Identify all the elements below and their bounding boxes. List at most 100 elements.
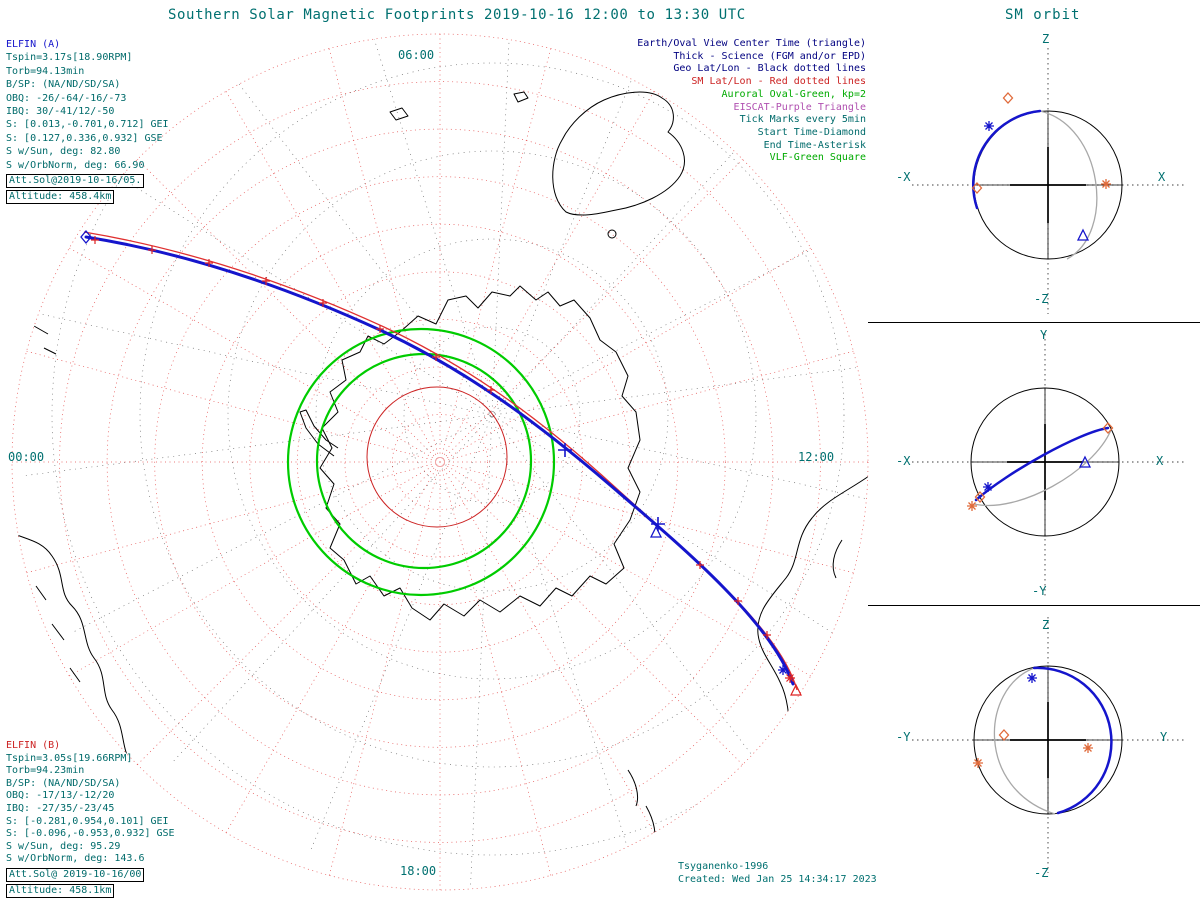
- end-time-asterisk-blue: [778, 665, 788, 675]
- legend-line: Auroral Oval-Green, kp=2: [721, 88, 867, 100]
- sm-orbit-panel-yz: [912, 617, 1184, 873]
- orbit-markers: [80, 229, 802, 696]
- panel-separator: [868, 322, 1200, 323]
- elfin-a-info: ELFIN (A) Tspin=3.17s[18.90RPM] Torb=94.…: [6, 38, 169, 205]
- asterisk-marker: [1083, 743, 1093, 753]
- mlt-label-top: 06:00: [398, 48, 435, 62]
- tick-mark: [432, 353, 440, 361]
- mlt-label-bottom: 18:00: [400, 864, 437, 878]
- legend-line: EISCAT-Purple Triangle: [733, 101, 866, 113]
- elfin-a-line: S: [0.013,-0.701,0.712] GEI: [6, 119, 169, 131]
- elfin-b-line: Tspin=3.05s[19.66RPM]: [6, 752, 133, 764]
- panel3-axis-bottom: -Z: [1034, 866, 1049, 880]
- antarctic-peninsula-coast: [299, 409, 339, 457]
- panel1-axis-top: Z: [1042, 32, 1050, 46]
- end-time-asterisk-red: [785, 673, 795, 683]
- legend-line: Thick - Science (FGM and/or EPD): [673, 50, 866, 62]
- legend-line: SM Lat/Lon - Red dotted lines: [691, 76, 866, 88]
- panel1-axis-left: -X: [896, 170, 911, 184]
- elfin-a-line: IBQ: 30/-41/12/-50: [6, 106, 115, 118]
- tick-mark: [376, 325, 384, 333]
- mlt-label-right: 12:00: [798, 450, 835, 464]
- elfin-b-line: S: [-0.096,-0.953,0.932] GSE: [6, 828, 175, 840]
- tick-mark: [91, 236, 99, 244]
- panel1-axis-right: X: [1158, 170, 1166, 184]
- elfin-b-attsol: Att.Sol@ 2019-10-16/00: [6, 867, 145, 882]
- asterisk-marker: [983, 482, 993, 492]
- diamond-marker: [1002, 92, 1014, 104]
- field-model-label: Tsyganenko-1996: [678, 861, 769, 872]
- island-arc-coast: [832, 539, 855, 635]
- asterisk-marker: [967, 501, 977, 511]
- orbit-arc-far: [993, 667, 1056, 815]
- panel2-axis-right: X: [1156, 454, 1164, 468]
- orbit-arc-near: [974, 426, 1110, 502]
- tick-mark: [696, 561, 704, 569]
- tick-mark: [487, 386, 495, 394]
- legend-line: Tick Marks every 5min: [739, 114, 866, 126]
- elfin-b-info: ELFIN (B) Tspin=3.05s[19.66RPM] Torb=94.…: [6, 740, 175, 898]
- asterisk-marker: [984, 121, 994, 131]
- orbit-arc-near: [1032, 666, 1113, 815]
- mlt-label-left: 00:00: [8, 450, 45, 464]
- elfin-b-line: OBQ: -17/13/-12/20: [6, 790, 115, 802]
- small-islands: [389, 91, 656, 849]
- legend-line: End Time-Asterisk: [763, 139, 866, 151]
- elfin-a-line: S: [0.127,0.336,0.932] GSE: [6, 132, 163, 144]
- triangle-marker: [1078, 455, 1092, 468]
- elfin-a-line: S w/OrbNorm, deg: 66.90: [6, 159, 145, 171]
- elfin-a-attsol: Att.Sol@2019-10-16/05.: [6, 174, 145, 189]
- earth-circle: [970, 387, 1120, 537]
- south-america-coast: [757, 475, 868, 890]
- triangle-marker: [1076, 228, 1090, 241]
- geo-graticule: [25, 34, 868, 885]
- sm-orbit-panel-xy: [912, 334, 1184, 596]
- elfin-a-line: OBQ: -26/-64/-16/-73: [6, 92, 127, 104]
- elfin-a-line: Torb=94.13min: [6, 65, 85, 77]
- elfin-b-line: B/SP: (NA/ND/SD/SA): [6, 777, 121, 789]
- elfin-b-line: S w/Sun, deg: 95.29: [6, 840, 121, 852]
- tasmania-coast: [607, 229, 617, 239]
- elfin-b-title: ELFIN (B): [6, 740, 61, 751]
- orbit-track-red: [83, 231, 798, 691]
- orbit-arc-far: [973, 429, 1112, 507]
- tick-mark: [734, 597, 742, 605]
- panel3-axis-right: Y: [1160, 730, 1168, 744]
- sm-polar-circle: [366, 386, 508, 528]
- diamond-marker: [974, 491, 986, 503]
- elfin-a-line: S w/Sun, deg: 82.80: [6, 146, 121, 158]
- elfin-a-line: Tspin=3.17s[18.90RPM]: [6, 52, 133, 64]
- elfin-b-altitude: Altitude: 458.1km: [6, 883, 115, 898]
- panel3-axis-left: -Y: [896, 730, 911, 744]
- sm-orbit-panel-xz: [912, 48, 1184, 314]
- panel2-axis-left: -X: [896, 454, 911, 468]
- end-triangle-red: [790, 683, 802, 696]
- panel2-axis-top: Y: [1040, 328, 1048, 342]
- start-time-diamond: [80, 229, 92, 245]
- view-center-triangle: [649, 525, 663, 538]
- tick-mark: [205, 259, 213, 267]
- legend-line: Start Time-Diamond: [757, 126, 866, 138]
- asterisk-marker: [973, 758, 983, 768]
- asterisk-marker: [1101, 179, 1111, 189]
- diamond-marker: [998, 729, 1010, 741]
- asterisk-marker: [1027, 673, 1037, 683]
- orbit-arc-near: [972, 109, 1042, 210]
- diamond-marker: [971, 182, 983, 194]
- elfin-a-altitude: Altitude: 458.4km: [6, 190, 115, 205]
- tick-mark: [262, 277, 270, 285]
- tick-mark: [319, 299, 327, 307]
- legend-line: Earth/Oval View Center Time (triangle): [637, 38, 866, 49]
- panel-separator: [868, 605, 1200, 606]
- sm-orbit-title: SM orbit: [1005, 7, 1081, 23]
- panel2-axis-bottom: -Y: [1032, 584, 1047, 598]
- auroral-oval: [286, 327, 556, 597]
- australia-coast: [552, 91, 685, 216]
- diamond-marker: [1102, 422, 1114, 434]
- elfin-b-line: Torb=94.23min: [6, 765, 85, 777]
- map-legend: Earth/Oval View Center Time (triangle) T…: [637, 38, 866, 165]
- footprint-map: [11, 33, 869, 891]
- footer: Tsyganenko-1996 Created: Wed Jan 25 14:3…: [678, 860, 877, 886]
- elfin-a-line: B/SP: (NA/ND/SD/SA): [6, 79, 121, 91]
